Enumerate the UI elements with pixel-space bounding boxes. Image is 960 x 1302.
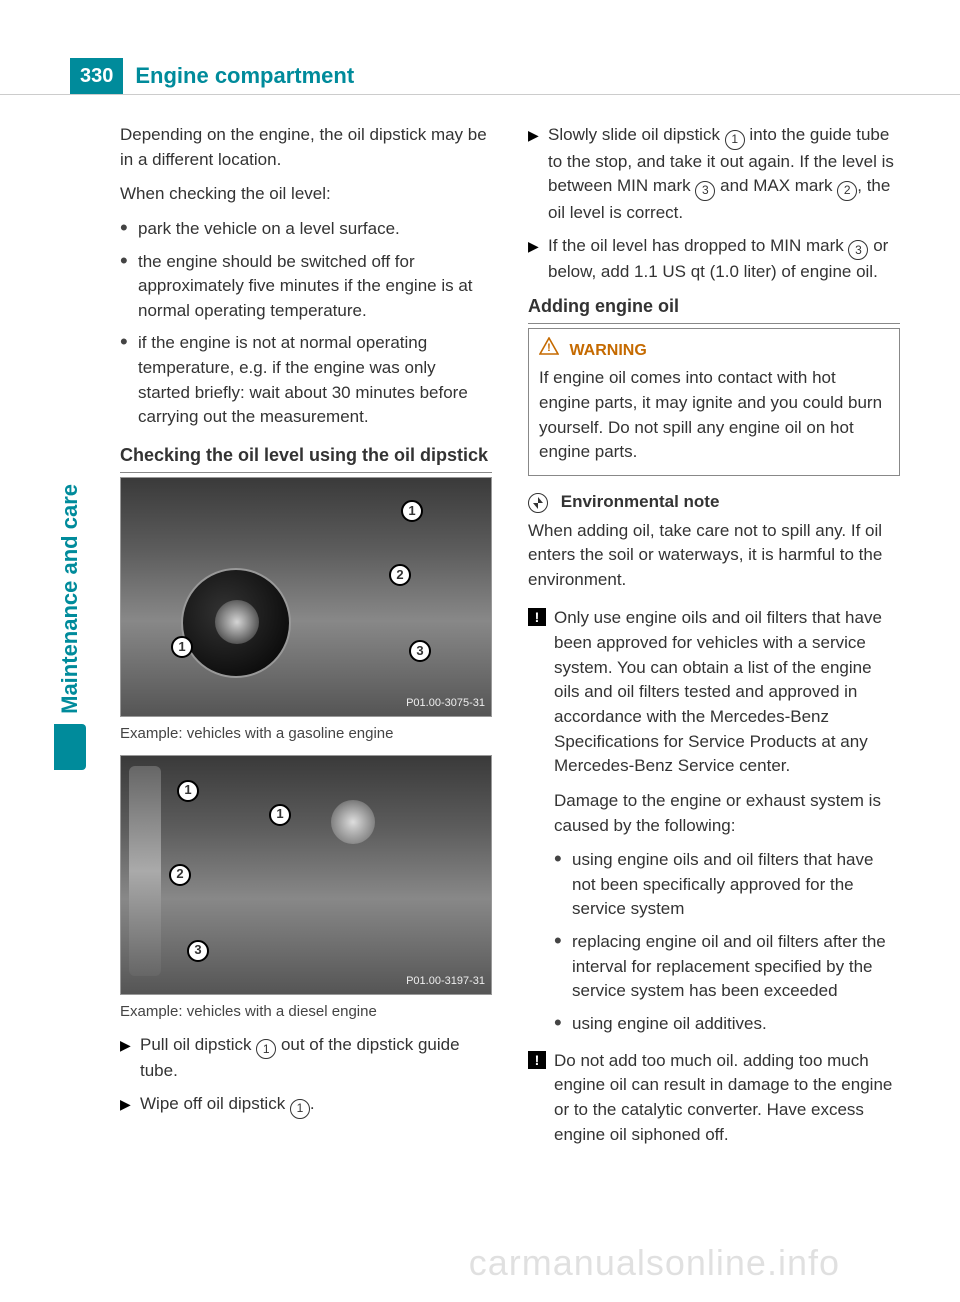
callout-3: 3	[409, 640, 431, 662]
ref-icon: 2	[837, 181, 857, 201]
bullet: • if the engine is not at normal operati…	[120, 331, 492, 430]
intro-text: Depending on the engine, the oil dipstic…	[120, 123, 492, 172]
side-tab-label: Maintenance and care	[57, 484, 83, 714]
bullet-text: if the engine is not at normal operating…	[138, 333, 468, 426]
callout-3: 3	[187, 940, 209, 962]
bullet: • using engine oil additives.	[554, 1012, 900, 1037]
step-text: Wipe off oil dipstick	[140, 1094, 290, 1113]
step: ▶ Wipe off oil dipstick 1.	[120, 1092, 492, 1119]
warning-label: WARNING	[569, 342, 646, 359]
ref-icon: 1	[290, 1099, 310, 1119]
step-text: .	[310, 1094, 315, 1113]
bullet-text: park the vehicle on a level surface.	[138, 219, 400, 238]
bullet-dot-icon: •	[120, 335, 128, 349]
env-text: When adding oil, take care not to spill …	[528, 519, 900, 593]
warning-box: ! WARNING If engine oil comes into conta…	[528, 328, 900, 476]
watermark: carmanualsonline.info	[469, 1242, 840, 1284]
ref-icon: 3	[695, 181, 715, 201]
env-label: Environmental note	[561, 492, 720, 511]
svg-text:!: !	[547, 342, 551, 354]
notice-exclaim-icon: !	[528, 608, 546, 626]
figure-code: P01.00-3075-31	[406, 696, 485, 712]
bullet: • park the vehicle on a level surface.	[120, 217, 492, 242]
bullet-dot-icon: •	[554, 1016, 562, 1030]
step-arrow-icon: ▶	[120, 1035, 131, 1055]
ref-icon: 3	[848, 240, 868, 260]
ref-icon: 1	[725, 130, 745, 150]
page-header: 330 Engine compartment	[0, 0, 960, 95]
zoom-circle	[181, 568, 291, 678]
section-title: Adding engine oil	[528, 293, 900, 324]
notice: ! Do not add too much oil. adding too mu…	[528, 1049, 900, 1148]
callout-1: 1	[171, 636, 193, 658]
hand-icon	[215, 600, 259, 644]
bullet-text: using engine oil additives.	[572, 1014, 767, 1033]
header-title: Engine compartment	[123, 58, 354, 94]
notice-exclaim-icon: !	[528, 1051, 546, 1069]
dipstick-icon	[129, 766, 161, 976]
bullet-dot-icon: •	[120, 221, 128, 235]
warning-triangle-icon: !	[539, 337, 559, 355]
step: ▶ Pull oil dipstick 1 out of the dipstic…	[120, 1033, 492, 1084]
bullet-text: the engine should be switched off for ap…	[138, 252, 473, 320]
figure-caption: Example: vehicles with a diesel engine	[120, 1001, 492, 1023]
step-text: Slowly slide oil dipstick	[548, 125, 725, 144]
left-column: Depending on the engine, the oil dipstic…	[120, 123, 492, 1157]
callout-1: 1	[401, 500, 423, 522]
warning-heading: ! WARNING	[539, 337, 889, 362]
environment-icon	[528, 493, 548, 513]
step-arrow-icon: ▶	[528, 125, 539, 145]
warning-text: If engine oil comes into contact with ho…	[539, 366, 889, 465]
step-text: and MAX mark	[715, 176, 837, 195]
side-tab: Maintenance and care	[52, 390, 88, 770]
content-area: Depending on the engine, the oil dipstic…	[0, 95, 960, 1157]
section-title: Checking the oil level using the oil dip…	[120, 442, 492, 473]
figure-diesel: 1 1 2 3 P01.00-3197-31	[120, 755, 492, 995]
right-column: ▶ Slowly slide oil dipstick 1 into the g…	[528, 123, 900, 1157]
check-bullets: • park the vehicle on a level surface. •…	[120, 217, 492, 430]
intro-text: When checking the oil level:	[120, 182, 492, 207]
figure-caption: Example: vehicles with a gasoline engine	[120, 723, 492, 745]
notice: ! Only use engine oils and oil filters t…	[528, 606, 900, 778]
callout-2: 2	[389, 564, 411, 586]
ref-icon: 1	[256, 1039, 276, 1059]
bullet-dot-icon: •	[120, 254, 128, 268]
callout-2: 2	[169, 864, 191, 886]
callout-1: 1	[177, 780, 199, 802]
side-tab-marker	[54, 724, 86, 770]
bullet: • the engine should be switched off for …	[120, 250, 492, 324]
step-text: If the oil level has dropped to MIN mark	[548, 236, 848, 255]
bullet: • replacing engine oil and oil filters a…	[554, 930, 900, 1004]
bullet-dot-icon: •	[554, 852, 562, 866]
bullet-text: using engine oils and oil filters that h…	[572, 850, 873, 918]
step: ▶ Slowly slide oil dipstick 1 into the g…	[528, 123, 900, 226]
bullet: • using engine oils and oil filters that…	[554, 848, 900, 922]
step: ▶ If the oil level has dropped to MIN ma…	[528, 234, 900, 285]
notice-lead: Damage to the engine or exhaust system i…	[528, 789, 900, 838]
notice-text: Only use engine oils and oil filters tha…	[554, 608, 882, 775]
bullet-text: replacing engine oil and oil filters aft…	[572, 932, 886, 1000]
page-number: 330	[70, 58, 123, 94]
notice-text: Do not add too much oil. adding too much…	[554, 1051, 892, 1144]
step-arrow-icon: ▶	[120, 1094, 131, 1114]
env-heading: Environmental note	[528, 490, 900, 515]
step-text: Pull oil dipstick	[140, 1035, 256, 1054]
figure-code: P01.00-3197-31	[406, 974, 485, 990]
hand-icon	[331, 800, 375, 844]
bullet-dot-icon: •	[554, 934, 562, 948]
step-arrow-icon: ▶	[528, 236, 539, 256]
notice-bullets: • using engine oils and oil filters that…	[528, 848, 900, 1036]
figure-gasoline: 1 1 2 3 P01.00-3075-31	[120, 477, 492, 717]
callout-1: 1	[269, 804, 291, 826]
